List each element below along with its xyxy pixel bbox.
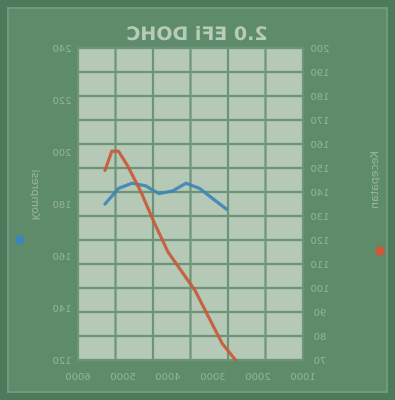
left-tick-label: 140 [52,304,71,315]
right-tick-label: 170 [310,116,329,127]
right-tick-label: 150 [310,164,329,175]
series-line-blue [103,181,229,211]
right-tick-label: 110 [310,260,329,271]
right-tick-label: 130 [310,212,329,223]
grid-lines [76,46,305,362]
left-tick-label: 120 [52,356,71,367]
right-tick-label: 70 [314,356,327,367]
right-tick-label: 180 [310,92,329,103]
x-tick-label: 1000 [290,372,315,383]
x-tick-label: 4000 [155,372,180,383]
left-tick-label: 180 [52,200,71,211]
blue-dot-icon [15,235,25,245]
left-axis-label: Kompresi [29,170,42,221]
series-lines [103,149,238,362]
left-tick-label: 240 [52,44,71,55]
left-tick-label: 160 [52,252,71,263]
left-tick-label: 220 [52,96,71,107]
right-tick-label: 100 [310,284,329,295]
x-tick-label: 5000 [110,372,135,383]
x-tick-label: 3000 [200,372,225,383]
right-tick-label: 140 [310,188,329,199]
left-axis-ticks: 120 140 160 180 200 220 240 [52,44,71,367]
right-tick-label: 120 [310,236,329,247]
x-tick-label: 2000 [245,372,270,383]
x-axis-ticks: 1000 2000 3000 4000 5000 6000 [65,372,315,383]
right-tick-label: 200 [310,44,329,55]
right-axis-label: Kecepatan [368,151,381,209]
left-tick-label: 200 [52,148,71,159]
series-line-red [103,149,238,362]
chart-title: 2.0 EFi DOHC [126,23,267,45]
x-tick-label: 6000 [65,372,90,383]
right-tick-label: 160 [310,140,329,151]
right-tick-label: 190 [310,68,329,79]
red-dot-icon [375,246,385,256]
right-axis-ticks: 70 80 90 100 110 120 130 140 150 160 170 180 190 200 [310,44,329,367]
right-tick-label: 90 [314,308,327,319]
right-tick-label: 80 [314,332,327,343]
